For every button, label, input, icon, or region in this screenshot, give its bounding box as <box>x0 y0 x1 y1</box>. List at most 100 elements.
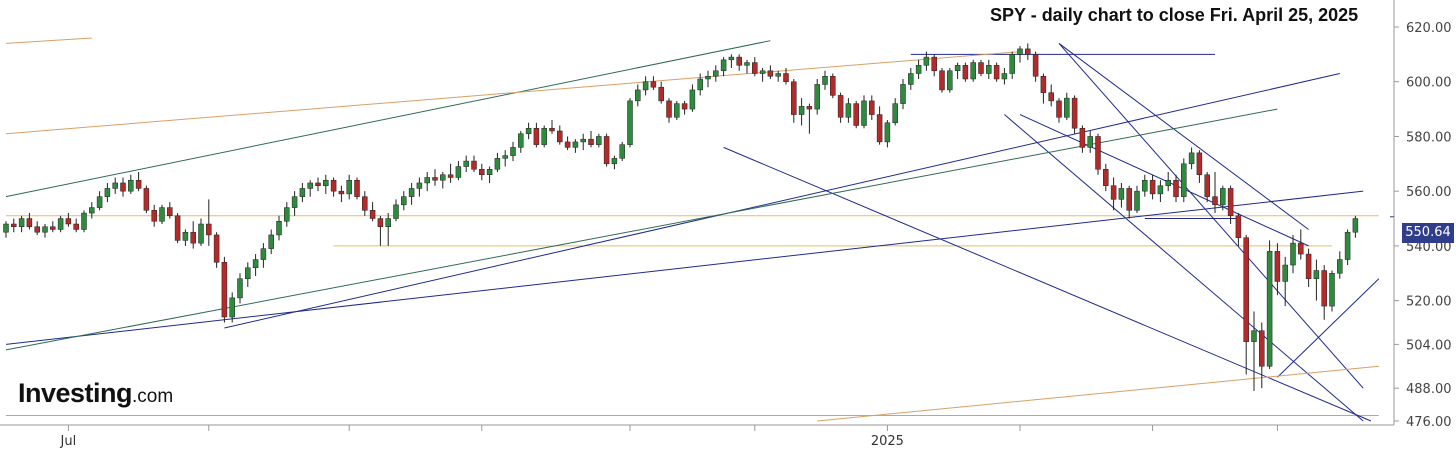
candle-body <box>759 70 766 74</box>
candle-body <box>182 231 189 241</box>
candle-body <box>1149 179 1156 195</box>
trendline <box>5 51 1021 135</box>
trendline <box>5 40 771 198</box>
candle-body <box>346 179 352 195</box>
candle-body <box>1110 185 1117 200</box>
chart-title: SPY - daily chart to close Fri. April 25… <box>990 5 1359 25</box>
trendline <box>1004 114 1364 422</box>
candle-body <box>510 147 516 156</box>
candle-body <box>268 234 274 249</box>
candle-body <box>986 65 992 74</box>
candle-body <box>1126 188 1132 211</box>
candle-body <box>635 89 641 102</box>
candle-body <box>666 100 672 118</box>
candle-body <box>213 234 220 263</box>
candle-body <box>1165 179 1171 186</box>
candle-body <box>518 133 524 148</box>
candle-body <box>3 223 9 233</box>
candle-body <box>120 182 126 192</box>
trendline <box>1277 278 1380 378</box>
candle-body <box>1095 136 1101 170</box>
y-tick-label: 476.00 <box>1406 415 1452 430</box>
candle-body <box>939 70 945 91</box>
candle-body <box>775 73 781 77</box>
trendline <box>1058 43 1364 389</box>
candle-body <box>713 70 719 77</box>
candle-body <box>541 127 547 145</box>
candle-body <box>34 226 40 233</box>
y-tick-label: 540.00 <box>1406 240 1452 255</box>
candle-body <box>705 76 711 80</box>
candle-body <box>65 218 72 225</box>
candle-body <box>128 179 134 192</box>
candle-body <box>190 231 196 244</box>
candle-body <box>588 138 594 145</box>
candle-body <box>978 62 984 74</box>
candle-body <box>159 207 165 222</box>
candle-body <box>393 204 399 219</box>
candle-body <box>479 169 485 175</box>
candle-body <box>463 160 469 167</box>
candle-body <box>42 226 48 233</box>
candle-body <box>486 169 493 175</box>
candle-body <box>1282 264 1288 282</box>
candle-body <box>440 174 446 181</box>
candle-body <box>947 70 953 91</box>
candle-body <box>915 65 922 74</box>
candle-body <box>798 106 805 115</box>
candle-body <box>11 223 17 227</box>
candle-body <box>1235 215 1242 238</box>
candle-body <box>1204 174 1210 197</box>
candle-body <box>104 188 111 197</box>
candle-body <box>315 182 321 186</box>
candle-body <box>752 62 758 74</box>
candle-body <box>1017 48 1023 55</box>
candle-body <box>354 179 360 197</box>
candle-body <box>1142 179 1148 192</box>
candle-body <box>1344 231 1351 260</box>
candle-body <box>853 103 859 126</box>
candle-body <box>135 179 142 189</box>
trendline <box>1058 43 1309 230</box>
logo-suffix-text: .com <box>132 386 174 407</box>
candle-body <box>525 127 532 134</box>
candle-body <box>455 166 462 178</box>
y-tick-label: 560.00 <box>1406 185 1452 200</box>
candle-body <box>50 226 56 230</box>
candle-body <box>1352 218 1359 233</box>
candle-body <box>869 100 875 115</box>
candle-body <box>1243 237 1249 342</box>
candle-body <box>494 158 501 170</box>
y-tick-label: 620.00 <box>1406 21 1452 36</box>
y-tick-label: 488.00 <box>1406 382 1452 397</box>
candle-body <box>206 223 212 236</box>
last-price-badge: 550.64 <box>1402 223 1454 243</box>
candle-body <box>1181 163 1187 197</box>
candle-body <box>174 215 181 241</box>
trendline <box>5 37 92 44</box>
y-tick-label: 520.00 <box>1406 295 1452 310</box>
trendline <box>1019 114 1309 247</box>
candle-body <box>744 62 750 66</box>
candle-body <box>1259 330 1265 367</box>
candle-body <box>377 218 384 227</box>
candle-body <box>1118 188 1125 200</box>
candle-body <box>447 174 454 178</box>
candle-body <box>806 106 813 110</box>
candle-body <box>572 141 579 148</box>
candle-body <box>962 65 969 80</box>
candle-body <box>1321 270 1327 307</box>
candle-body <box>151 210 157 222</box>
candle-body <box>408 188 415 197</box>
candle-body <box>1305 253 1312 279</box>
candle-body <box>658 86 664 102</box>
candle-body <box>1157 185 1164 195</box>
candle-body <box>814 84 820 110</box>
candle-body <box>1134 190 1140 211</box>
candle-body <box>18 218 25 227</box>
candle-body <box>1313 270 1320 279</box>
trendline <box>224 73 1340 329</box>
logo-main-text: Investing <box>18 378 133 408</box>
